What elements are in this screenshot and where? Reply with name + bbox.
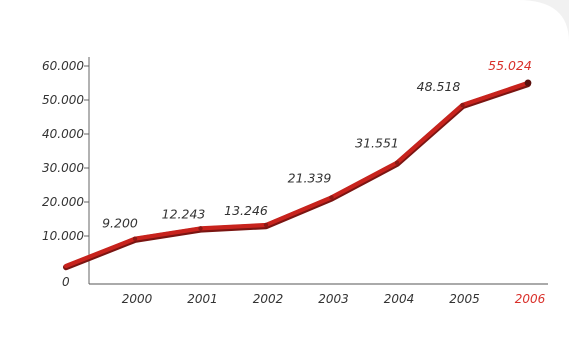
data-point <box>198 226 203 231</box>
data-point <box>460 102 465 108</box>
y-axis-labels: 0 10.000 20.000 30.000 40.000 50.000 60.000 <box>42 59 84 289</box>
data-label: 31.551 <box>355 136 399 151</box>
series-line-path <box>63 80 531 269</box>
data-point <box>329 195 334 200</box>
x-tick-label: 2001 <box>187 292 218 306</box>
data-label: 48.518 <box>417 79 461 94</box>
x-tick-label: 2005 <box>449 292 480 306</box>
x-axis-labels: 2000 2001 2002 2003 2004 2005 2006 <box>122 292 546 306</box>
data-point <box>524 79 532 87</box>
y-tick-label: 40.000 <box>42 127 84 141</box>
data-label: 13.246 <box>224 203 268 218</box>
data-point <box>394 160 400 165</box>
x-tick-label: 2003 <box>318 292 349 306</box>
data-points <box>132 79 532 241</box>
x-tick-label: 2004 <box>384 292 415 306</box>
x-tick-label: 2002 <box>253 292 284 306</box>
x-tick-label: 2006 <box>515 292 546 306</box>
y-tick-label: 20.000 <box>42 195 84 209</box>
data-point <box>132 236 138 241</box>
y-tick-label: 30.000 <box>42 161 84 175</box>
data-point <box>263 222 269 228</box>
data-labels: 9.200 12.243 13.246 21.339 31.551 48.518 55.02… <box>102 58 532 231</box>
y-tick-label: 60.000 <box>42 59 84 73</box>
y-tick-label: 50.000 <box>42 93 84 107</box>
axes <box>84 57 548 285</box>
data-label: 21.339 <box>288 170 332 185</box>
data-label: 55.024 <box>488 58 532 73</box>
data-label: 9.200 <box>102 216 138 231</box>
series-line <box>63 80 531 271</box>
y-tick-label: 10.000 <box>42 229 84 243</box>
x-tick-label: 2000 <box>122 292 153 306</box>
y-tick-label: 0 <box>62 275 70 289</box>
data-label: 12.243 <box>162 206 206 221</box>
